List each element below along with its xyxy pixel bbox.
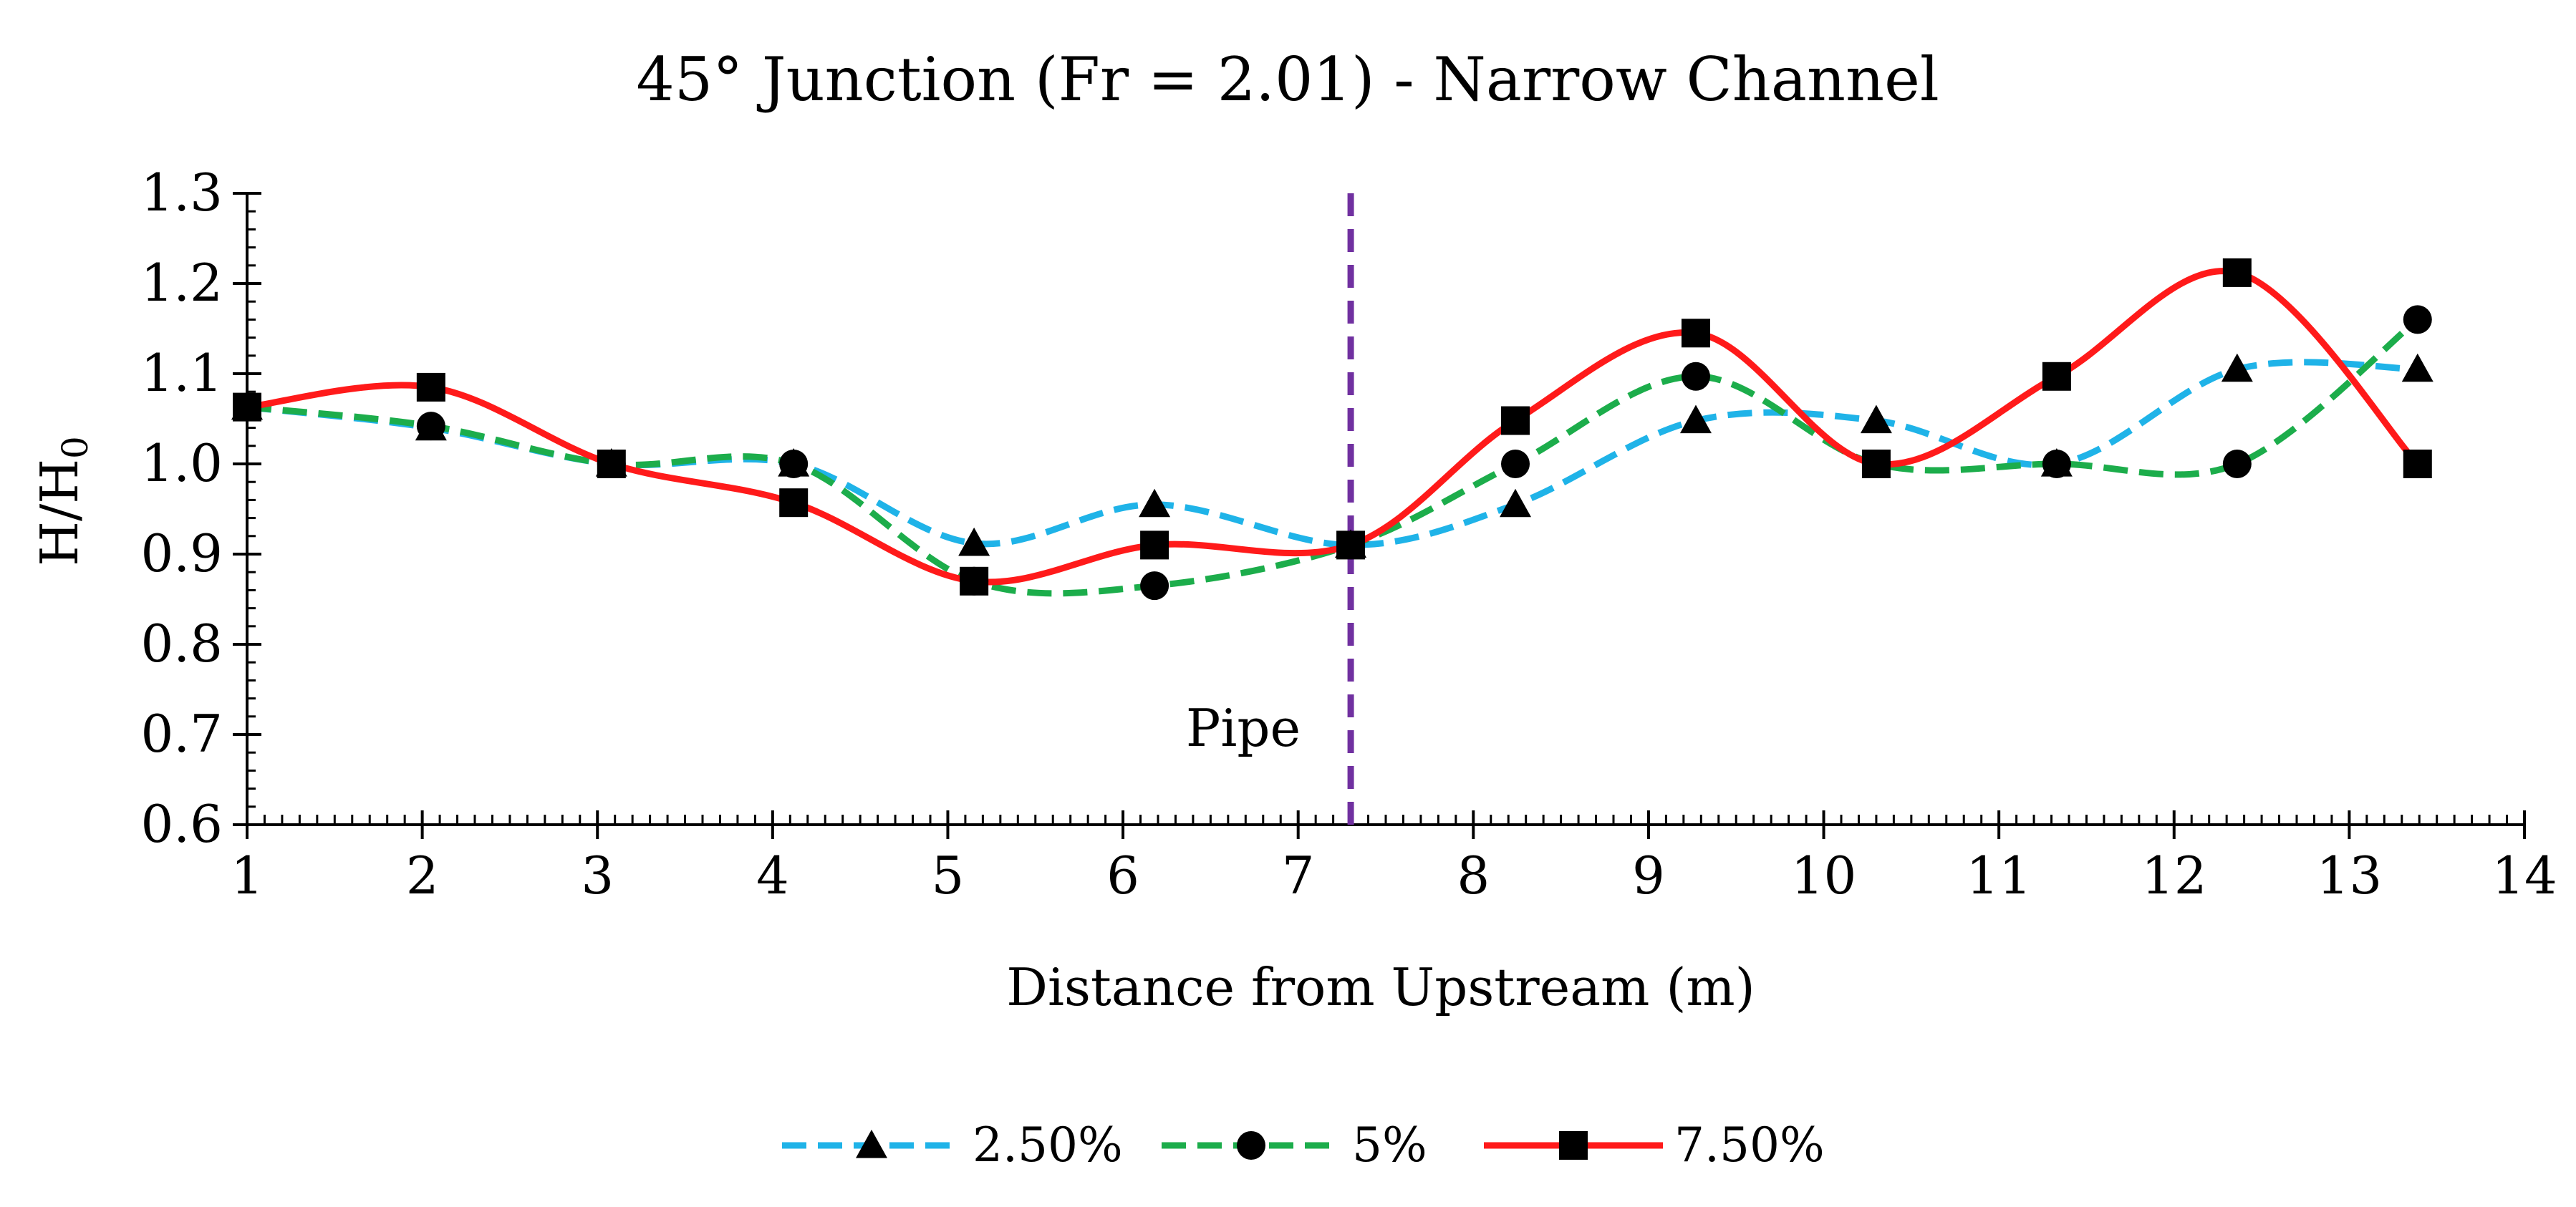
x-axis-title: Distance from Upstream (m) xyxy=(1006,957,1755,1017)
y-axis-title: H/H0 xyxy=(29,436,96,566)
series-line-1 xyxy=(246,359,2418,548)
series-2-point xyxy=(1501,450,1530,478)
y-tick-label: 0.6 xyxy=(140,794,223,854)
series-3-point xyxy=(2403,450,2432,478)
x-tick-label: 12 xyxy=(2141,845,2207,906)
y-axis-title-main: H/H xyxy=(29,459,90,566)
series-3-point xyxy=(1681,319,1710,348)
series-2-point xyxy=(2222,450,2252,478)
legend: 2.50% 5% 7.50% xyxy=(782,1118,1825,1173)
legend-label-3: 7.50% xyxy=(1674,1118,1825,1173)
series-3-point xyxy=(2042,362,2071,391)
legend-marker-2 xyxy=(1237,1131,1265,1160)
series-2-point xyxy=(416,412,445,441)
series-1-point xyxy=(2401,353,2433,382)
x-tick-label: 9 xyxy=(1632,845,1665,906)
series-3-point xyxy=(1336,530,1366,560)
x-tick-label: 14 xyxy=(2491,845,2557,906)
x-tick-label: 13 xyxy=(2317,845,2383,906)
legend-label-2: 5% xyxy=(1352,1118,1427,1173)
series-1-point xyxy=(958,527,990,556)
legend-marker-3 xyxy=(1559,1131,1588,1160)
y-axis-title-subscript: 0 xyxy=(54,436,96,459)
y-tick-label: 1.3 xyxy=(140,163,223,223)
y-tick-label: 0.8 xyxy=(140,614,223,674)
y-tick-label: 1.1 xyxy=(140,343,223,403)
x-tick-label: 6 xyxy=(1106,845,1139,906)
series-3-point xyxy=(1140,530,1169,560)
series-1-point xyxy=(1860,404,1892,434)
y-tick-label: 1.0 xyxy=(140,433,223,493)
series-3-point xyxy=(416,372,445,402)
series-2-point xyxy=(1140,571,1169,601)
x-tick-label: 7 xyxy=(1282,845,1315,906)
series-3-point xyxy=(233,392,261,422)
x-tick-label: 2 xyxy=(406,845,439,906)
series-1-point xyxy=(1500,488,1532,518)
x-tick-label: 11 xyxy=(1966,845,2032,906)
pipe-annotation: Pipe xyxy=(1186,698,1301,758)
y-tick-label: 1.2 xyxy=(140,253,223,313)
series-3-point xyxy=(597,450,626,478)
plot-area: 0.60.70.80.91.01.11.21.31 2 3 4 5 6 7 8 9 10 11 12 1… xyxy=(140,163,2557,906)
series-line-3 xyxy=(246,268,2421,586)
x-tick-label: 5 xyxy=(932,845,965,906)
series-1-point xyxy=(2221,353,2253,382)
series-3-point xyxy=(2222,258,2252,287)
series-1-point xyxy=(1139,488,1171,518)
series-1-point xyxy=(1679,404,1712,434)
series-2-point xyxy=(1681,362,1710,391)
y-tick-label: 0.7 xyxy=(140,704,223,764)
y-tick-label: 0.9 xyxy=(140,523,223,583)
series-3-point xyxy=(1501,406,1530,435)
series-2-point xyxy=(2042,450,2071,478)
x-tick-label: 8 xyxy=(1457,845,1490,906)
x-tick-label: 10 xyxy=(1791,845,1857,906)
series-3-point xyxy=(960,566,989,596)
series-3-point xyxy=(779,488,809,518)
chart-title: 45° Junction (Fr = 2.01) - Narrow Channe… xyxy=(636,44,1939,115)
series-2-point xyxy=(779,450,809,478)
series-3-point xyxy=(1861,450,1891,478)
x-tick-label: 3 xyxy=(581,845,614,906)
x-tick-label: 4 xyxy=(756,845,789,906)
x-tick-label: 1 xyxy=(231,845,264,906)
legend-marker-1 xyxy=(856,1130,887,1158)
legend-label-1: 2.50% xyxy=(973,1118,1123,1173)
series-2-point xyxy=(2403,305,2432,334)
